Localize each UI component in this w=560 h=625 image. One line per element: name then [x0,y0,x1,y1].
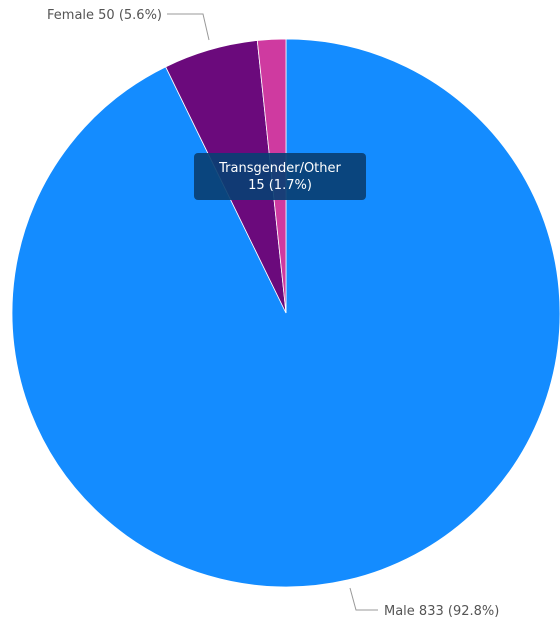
pie-slice-male[interactable] [11,38,560,588]
slice-label-female: Female 50 (5.6%) [47,8,162,23]
slice-label-male: Male 833 (92.8%) [384,604,499,619]
tooltip-title: Transgender/Other [218,161,341,176]
tooltip-value: 15 (1.7%) [248,178,312,193]
pie-slices [11,38,560,588]
tooltip-box [194,153,366,200]
pie-labels: Female 50 (5.6%) Male 833 (92.8%) [47,8,499,619]
slice-tooltip: Transgender/Other 15 (1.7%) [194,153,366,200]
leader-line-female [167,13,210,41]
leader-line-male [349,587,378,611]
